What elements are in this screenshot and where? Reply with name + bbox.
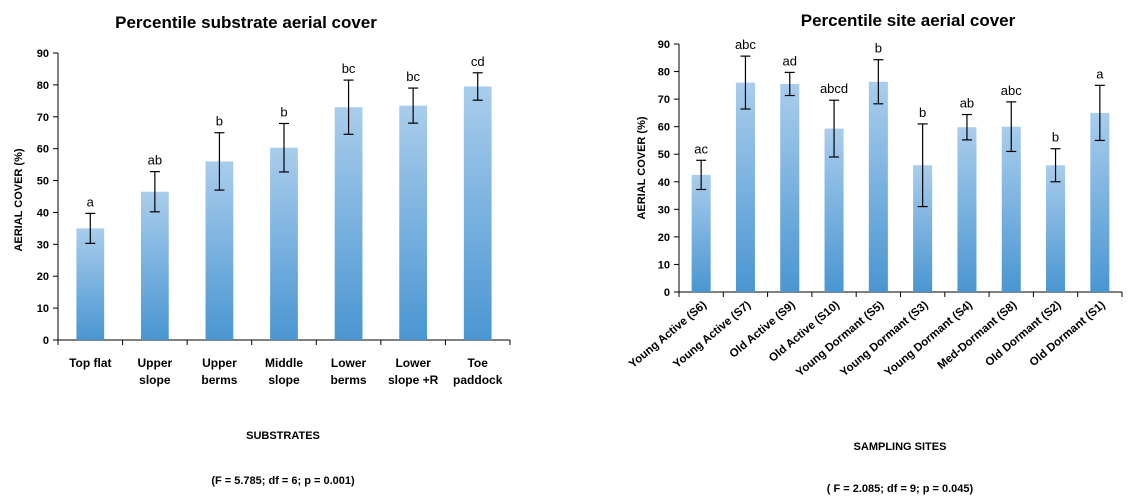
significance-label: ac bbox=[694, 141, 708, 156]
x-category-label: Upper bbox=[202, 356, 237, 370]
significance-label: a bbox=[87, 194, 95, 209]
y-tick-label: 80 bbox=[658, 67, 670, 79]
x-category-label: Young Active (S7) bbox=[671, 299, 753, 371]
bar bbox=[140, 191, 169, 340]
significance-label: b bbox=[875, 41, 882, 56]
y-tick-label: 0 bbox=[664, 287, 670, 299]
bar bbox=[270, 147, 298, 340]
y-tick-label: 30 bbox=[658, 204, 670, 216]
y-tick-label: 60 bbox=[658, 122, 670, 134]
x-axis-label: SAMPLING SITES bbox=[854, 441, 947, 453]
significance-label: a bbox=[1096, 66, 1104, 81]
bar bbox=[399, 105, 428, 340]
bar bbox=[334, 107, 363, 340]
x-category-label: Med-Dormant (S8) bbox=[936, 299, 1020, 372]
x-category-label: slope bbox=[268, 373, 300, 387]
bar bbox=[1046, 165, 1066, 292]
y-tick-label: 90 bbox=[37, 48, 49, 60]
x-category-label: berms bbox=[331, 373, 367, 387]
y-tick-label: 60 bbox=[37, 144, 49, 156]
x-category-label: Middle bbox=[265, 356, 303, 370]
x-axis-label: SUBSTRATES bbox=[246, 430, 320, 442]
y-tick-label: 30 bbox=[37, 239, 49, 251]
bar bbox=[463, 86, 492, 340]
y-tick-label: 50 bbox=[37, 176, 49, 188]
significance-label: abcd bbox=[820, 81, 848, 96]
bar bbox=[824, 128, 844, 292]
bar bbox=[913, 165, 933, 292]
significance-label: cd bbox=[471, 54, 485, 69]
chart-title: Percentile site aerial cover bbox=[801, 11, 1016, 30]
bar bbox=[735, 82, 755, 292]
y-tick-label: 10 bbox=[37, 303, 49, 315]
significance-label: ab bbox=[148, 153, 162, 168]
substrate-bar-chart: Percentile substrate aerial cover AERIAL… bbox=[13, 13, 511, 487]
bar bbox=[1090, 112, 1110, 292]
plot-area: 0 10 20 30 40 50 60 70 80 90 a Top flat ab Upper slope… bbox=[37, 48, 511, 387]
significance-label: b bbox=[216, 114, 223, 129]
y-tick-label: 70 bbox=[658, 94, 670, 106]
significance-label: b bbox=[280, 104, 287, 119]
x-category-label: Toe bbox=[467, 356, 488, 370]
y-tick-label: 0 bbox=[43, 335, 49, 347]
significance-label: bc bbox=[342, 61, 356, 76]
bar bbox=[205, 161, 234, 340]
bar bbox=[1001, 126, 1021, 293]
y-tick-label: 70 bbox=[37, 112, 49, 124]
x-category-label: Young Active (S6) bbox=[627, 299, 709, 371]
chart-title: Percentile substrate aerial cover bbox=[115, 13, 377, 32]
significance-label: b bbox=[919, 105, 926, 120]
y-axis-label: AERIAL COVER (%) bbox=[636, 116, 648, 219]
y-tick-label: 50 bbox=[658, 149, 670, 161]
x-category-label: Lower bbox=[395, 356, 431, 370]
x-category-label: Old Dormant (S1) bbox=[1028, 299, 1108, 369]
sites-bar-chart: Percentile site aerial cover AERIAL COVE… bbox=[627, 11, 1123, 495]
y-tick-label: 90 bbox=[658, 39, 670, 51]
significance-label: ab bbox=[960, 96, 974, 111]
x-category-label: slope +R bbox=[388, 373, 439, 387]
bar bbox=[868, 81, 888, 292]
x-category-label: Top flat bbox=[69, 356, 111, 370]
sites-chart-panel: Percentile site aerial cover AERIAL COVE… bbox=[566, 0, 1132, 503]
y-tick-label: 20 bbox=[37, 271, 49, 283]
bar bbox=[780, 83, 800, 292]
x-category-label: berms bbox=[201, 373, 237, 387]
bar bbox=[76, 228, 105, 340]
significance-label: abc bbox=[1001, 83, 1022, 98]
x-category-label: Lower bbox=[331, 356, 367, 370]
x-category-label: slope bbox=[139, 373, 171, 387]
y-tick-label: 20 bbox=[658, 232, 670, 244]
y-tick-label: 40 bbox=[37, 207, 49, 219]
significance-label: abc bbox=[735, 37, 756, 52]
anova-statistics: ( F = 2.085; df = 9; p = 0.045) bbox=[827, 483, 974, 495]
significance-label: b bbox=[1052, 130, 1059, 145]
anova-statistics: (F = 5.785; df = 6; p = 0.001) bbox=[211, 475, 355, 487]
bar bbox=[691, 174, 711, 292]
significance-label: bc bbox=[406, 69, 420, 84]
x-category-label: Upper bbox=[138, 356, 173, 370]
x-category-label: paddock bbox=[453, 373, 503, 387]
x-category-label: Old Dormant (S2) bbox=[983, 299, 1063, 369]
y-tick-label: 80 bbox=[37, 80, 49, 92]
bar bbox=[957, 127, 977, 293]
y-tick-label: 10 bbox=[658, 259, 670, 271]
y-tick-label: 40 bbox=[658, 177, 670, 189]
substrate-chart-panel: Percentile substrate aerial cover AERIAL… bbox=[0, 0, 560, 503]
y-axis-label: AERIAL COVER (%) bbox=[13, 148, 25, 251]
significance-label: ad bbox=[783, 53, 797, 68]
x-category-label: Young Dormant (S4) bbox=[883, 299, 975, 379]
